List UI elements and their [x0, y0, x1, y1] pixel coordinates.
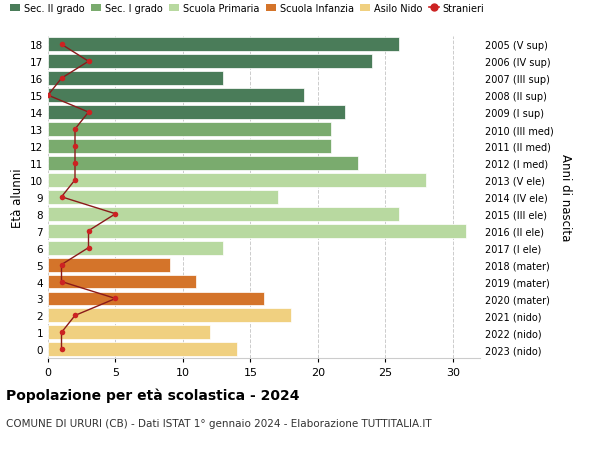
- Bar: [48, 140, 331, 154]
- Bar: [48, 157, 358, 170]
- Bar: [48, 275, 196, 289]
- Bar: [48, 55, 372, 69]
- Y-axis label: Anni di nascita: Anni di nascita: [559, 154, 572, 241]
- Bar: [48, 241, 223, 255]
- Bar: [48, 106, 345, 120]
- Bar: [48, 342, 237, 357]
- Bar: [48, 224, 467, 238]
- Bar: [48, 190, 277, 204]
- Y-axis label: Età alunni: Età alunni: [11, 168, 25, 227]
- Bar: [48, 292, 264, 306]
- Bar: [48, 38, 399, 52]
- Bar: [48, 174, 426, 187]
- Bar: [48, 72, 223, 86]
- Legend: Sec. II grado, Sec. I grado, Scuola Primaria, Scuola Infanzia, Asilo Nido, Stran: Sec. II grado, Sec. I grado, Scuola Prim…: [6, 0, 488, 18]
- Bar: [48, 258, 170, 272]
- Bar: [48, 89, 304, 103]
- Text: COMUNE DI URURI (CB) - Dati ISTAT 1° gennaio 2024 - Elaborazione TUTTITALIA.IT: COMUNE DI URURI (CB) - Dati ISTAT 1° gen…: [6, 418, 431, 428]
- Bar: [48, 207, 399, 221]
- Bar: [48, 326, 210, 340]
- Bar: [48, 309, 291, 323]
- Text: Popolazione per età scolastica - 2024: Popolazione per età scolastica - 2024: [6, 388, 299, 403]
- Bar: [48, 123, 331, 137]
